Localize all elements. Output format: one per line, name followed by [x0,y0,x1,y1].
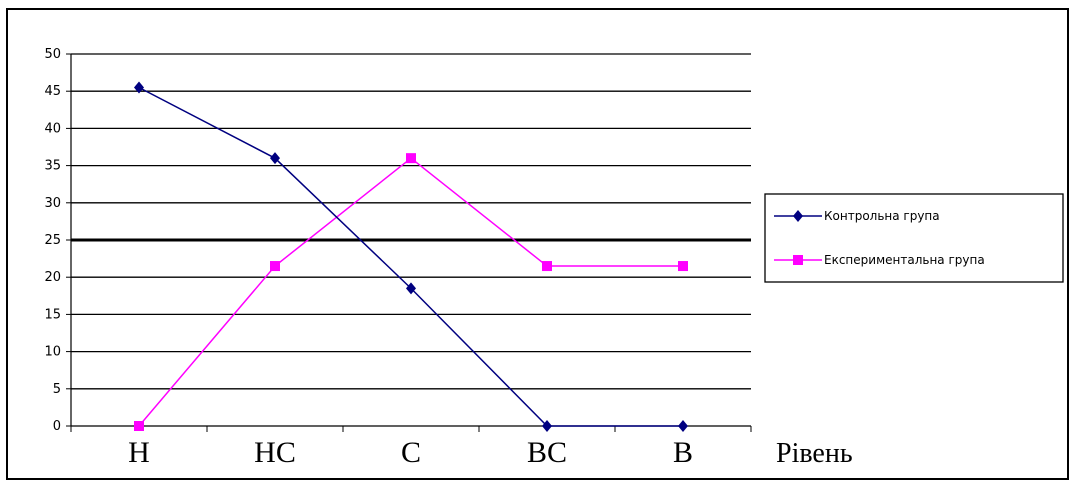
data-point [678,420,688,432]
y-tick-label: 15 [44,307,61,322]
gridlines [71,54,751,389]
y-tick-label: 10 [44,345,61,360]
x-axis-label: Рівень [776,438,853,469]
chart-frame: 0 5 10 15 20 25 30 35 40 45 50 Н НС С ВС В Рівень Конт… [6,8,1069,480]
legend: Контрольна група Експериментальна група [765,194,1063,282]
data-point [406,153,416,163]
y-tick-labels: 0 5 10 15 20 25 30 35 40 45 50 [44,47,61,434]
x-tick-label: ВС [527,436,567,469]
x-tick-label: Н [128,436,150,469]
y-tick-label: 30 [44,196,61,211]
data-point [542,261,552,271]
legend-marker [793,255,803,265]
legend-label: Експериментальна група [824,253,985,267]
x-tick-labels: Н НС С ВС В [128,436,693,469]
axes [66,54,751,432]
legend-label: Контрольна група [824,209,940,223]
x-tick-label: С [401,436,421,469]
series-line [139,87,683,426]
y-tick-label: 5 [53,382,61,397]
y-tick-label: 0 [53,419,61,434]
y-tick-label: 45 [44,84,61,99]
legend-box [765,194,1063,282]
data-point [678,261,688,271]
y-tick-label: 20 [44,270,61,285]
y-tick-label: 50 [44,47,61,62]
y-tick-label: 25 [44,233,61,248]
x-tick-label: В [673,436,693,469]
x-tick-label: НС [254,436,296,469]
y-tick-label: 35 [44,159,61,174]
line-chart: 0 5 10 15 20 25 30 35 40 45 50 Н НС С ВС В Рівень Конт… [8,10,1067,478]
series-layer [134,81,688,432]
y-tick-label: 40 [44,121,61,136]
data-point [134,421,144,431]
data-point [270,261,280,271]
